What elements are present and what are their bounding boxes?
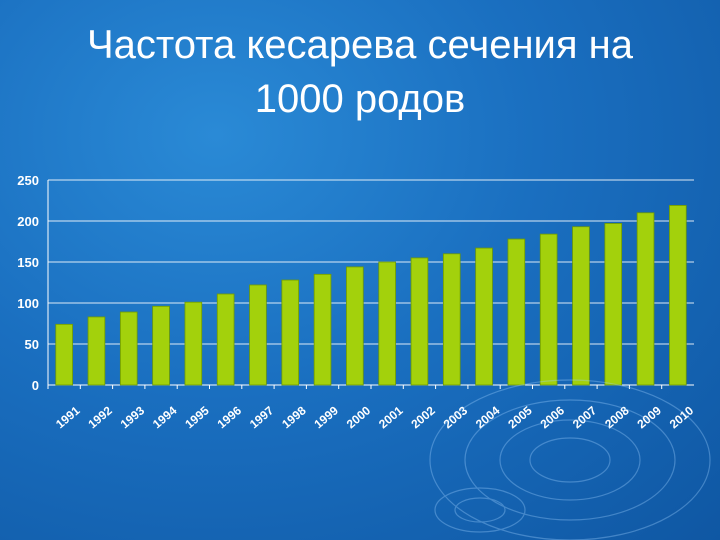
x-tick-label: 1997 xyxy=(247,403,277,431)
bar xyxy=(475,247,493,386)
bar xyxy=(216,293,235,386)
bar-chart: 0 50 100 150 200 250 1991 1992 1993 1994 1995 1996 1… xyxy=(0,150,720,450)
bar xyxy=(55,323,73,386)
bar xyxy=(313,273,332,386)
bar xyxy=(636,212,655,386)
bar xyxy=(87,316,106,386)
y-tick-label: 50 xyxy=(25,337,39,352)
x-tick-label: 1999 xyxy=(311,403,341,431)
x-tick-label: 2000 xyxy=(344,403,374,431)
y-tick-label: 150 xyxy=(17,255,39,270)
x-tick-label: 2001 xyxy=(376,403,406,431)
y-tick-label: 250 xyxy=(17,173,39,188)
bar xyxy=(152,305,170,386)
bar xyxy=(346,266,364,386)
decorative-swirl-icon xyxy=(429,379,711,540)
y-tick-label: 0 xyxy=(32,378,39,393)
title-line-1: Частота кесарева сечения на xyxy=(86,23,633,67)
bar xyxy=(184,301,203,386)
x-tick-label: 1998 xyxy=(279,403,309,431)
x-tick-label: 1993 xyxy=(118,403,148,431)
bar xyxy=(281,279,300,386)
bar xyxy=(539,233,558,386)
slide-title: Частота кесарева сечения на 1000 родов xyxy=(0,18,720,126)
bar xyxy=(507,238,526,386)
x-tick-label: 1992 xyxy=(85,403,115,431)
bar xyxy=(442,253,461,386)
bar xyxy=(378,261,396,386)
bar xyxy=(604,223,623,386)
bar xyxy=(669,205,687,386)
bar xyxy=(572,226,590,386)
x-tick-label: 1995 xyxy=(182,403,212,431)
bar xyxy=(410,257,429,386)
x-tick-label: 1994 xyxy=(150,403,180,431)
bar xyxy=(249,284,267,386)
y-tick-label: 200 xyxy=(17,214,39,229)
title-line-2: 1000 родов xyxy=(254,77,466,121)
y-tick-label: 100 xyxy=(17,296,39,311)
x-tick-label: 1996 xyxy=(215,403,245,431)
bar xyxy=(119,311,138,386)
x-tick-label: 1991 xyxy=(53,403,83,431)
